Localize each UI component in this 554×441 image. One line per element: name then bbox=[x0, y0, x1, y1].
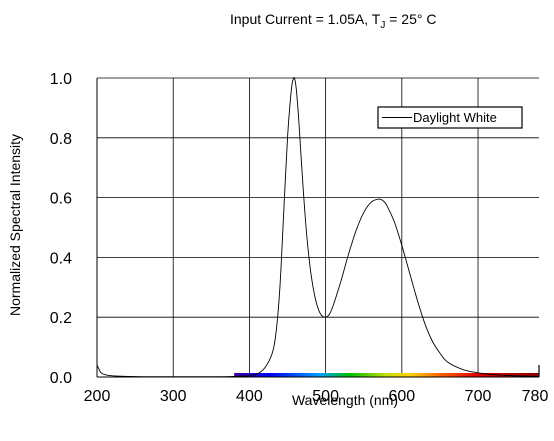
y-tick-label-0: 0.0 bbox=[50, 370, 72, 387]
legend-box bbox=[377, 106, 523, 129]
tick-labels: 200 300 400 500 600 700 780 0.0 0.2 0.4 0.6 0.8 1.0 bbox=[50, 71, 549, 405]
y-tick-label-3: 0.6 bbox=[50, 191, 72, 208]
y-axis-label: Normalized Spectral Intensity bbox=[7, 134, 23, 316]
x-tick-label-600: 600 bbox=[388, 388, 415, 405]
legend-entry-daylight-white: Daylight White bbox=[413, 110, 497, 125]
x-tick-label-300: 300 bbox=[160, 388, 187, 405]
x-tick-label-500: 500 bbox=[312, 388, 339, 405]
series-line-daylight-white bbox=[96, 77, 540, 378]
x-tick-label-780: 780 bbox=[522, 388, 549, 405]
x-tick-label-400: 400 bbox=[236, 388, 263, 405]
visible-spectrum-bar bbox=[234, 373, 539, 377]
x-tick-label-700: 700 bbox=[465, 388, 492, 405]
chart-title: Input Current = 1.05A, TJ = 25° C bbox=[230, 11, 436, 31]
y-tick-label-5: 1.0 bbox=[50, 71, 72, 88]
y-tick-label-4: 0.8 bbox=[50, 131, 72, 148]
grid-lines bbox=[97, 77, 539, 377]
y-tick-label-1: 0.2 bbox=[50, 310, 72, 327]
x-axis-label: Wavelength (nm) bbox=[292, 392, 398, 408]
legend: Daylight White bbox=[377, 106, 523, 129]
y-tick-label-2: 0.4 bbox=[50, 250, 72, 267]
x-tick-label-200: 200 bbox=[84, 388, 111, 405]
